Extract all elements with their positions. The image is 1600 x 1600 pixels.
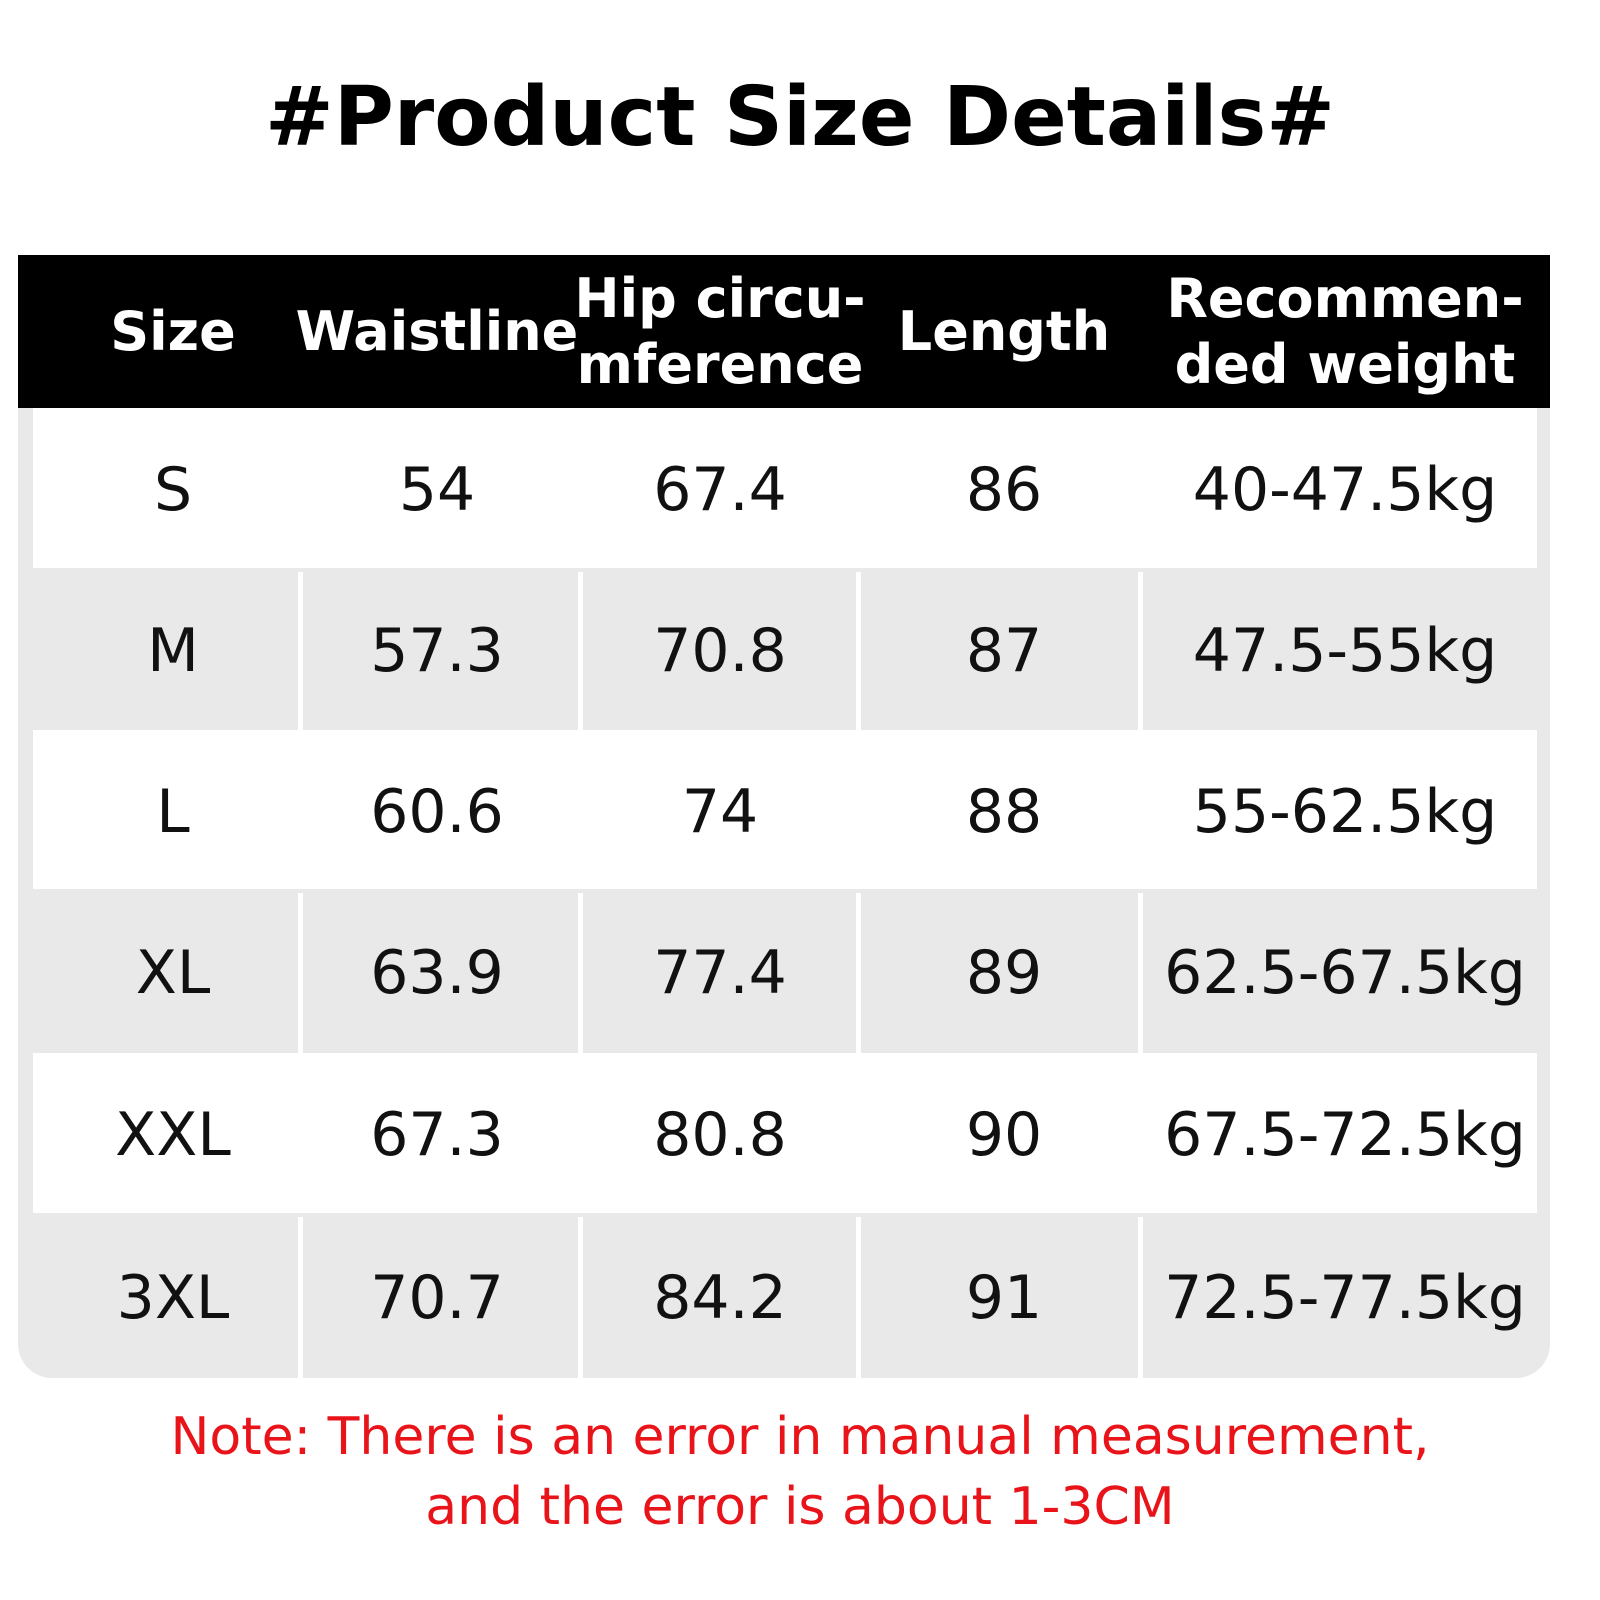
column-separator xyxy=(1138,572,1143,730)
table-cell: 80.8 xyxy=(653,1100,787,1170)
header-line: Waistline xyxy=(295,299,579,363)
column-separator xyxy=(298,893,303,1053)
table-cell: 88 xyxy=(965,776,1043,847)
header-line: ded weight xyxy=(1174,332,1516,396)
column-separator xyxy=(1138,893,1143,1053)
table-cell: 67.3 xyxy=(370,1100,504,1170)
size-table: Size Waistline Hip circu-mference Length Rec… xyxy=(18,255,1550,1378)
table-cell: 84.2 xyxy=(653,1262,787,1333)
column-separator xyxy=(856,893,861,1053)
table-cell: S xyxy=(153,455,193,525)
table-cell: 67.5-72.5kg xyxy=(1164,1100,1526,1170)
table-cell: 74 xyxy=(681,776,759,847)
table-cell: 77.4 xyxy=(653,938,787,1008)
table-cell: 87 xyxy=(965,616,1043,686)
table-cell: L xyxy=(156,776,190,847)
table-cell: 40-47.5kg xyxy=(1192,455,1498,525)
header-cell: Recommen-ded weight xyxy=(1135,255,1550,408)
header-cell: Size xyxy=(23,255,323,408)
header-line: Recommen- xyxy=(1166,266,1524,330)
note-line: Note: There is an error in manual measur… xyxy=(170,1407,1430,1467)
column-separator xyxy=(298,1217,303,1378)
title: #Product Size Details# xyxy=(264,70,1335,165)
column-separator xyxy=(1138,1217,1143,1378)
table-cell: 89 xyxy=(965,938,1043,1008)
header-cell: Hip circu-mference xyxy=(570,255,870,408)
table-cell: 55-62.5kg xyxy=(1192,776,1498,847)
column-separator xyxy=(578,572,583,730)
header-line: mference xyxy=(576,332,864,396)
note-line: and the error is about 1-3CM xyxy=(425,1477,1175,1537)
table-cell: 67.4 xyxy=(653,455,787,525)
table-cell: 60.6 xyxy=(370,776,504,847)
table-cell: 54 xyxy=(398,455,476,525)
table-cell: 72.5-77.5kg xyxy=(1164,1262,1526,1333)
header-cell: Waistline xyxy=(287,255,587,408)
column-separator xyxy=(578,893,583,1053)
table-cell: 3XL xyxy=(116,1262,230,1333)
column-separator xyxy=(578,1217,583,1378)
table-cell: 57.3 xyxy=(370,616,504,686)
table-cell: 47.5-55kg xyxy=(1192,616,1498,686)
note: Note: There is an error in manual measur… xyxy=(0,1402,1600,1542)
column-separator xyxy=(298,572,303,730)
table-header: Size Waistline Hip circu-mference Length Rec… xyxy=(18,255,1550,408)
header-line: Length xyxy=(897,299,1111,363)
table-cell: XL xyxy=(135,938,211,1008)
table-cell: 70.8 xyxy=(653,616,787,686)
table-cell: 91 xyxy=(965,1262,1043,1333)
row-background xyxy=(33,1053,1537,1213)
header-line: Hip circu- xyxy=(574,266,866,330)
header-line: Size xyxy=(110,299,236,363)
table-cell: 62.5-67.5kg xyxy=(1164,938,1526,1008)
table-cell: 70.7 xyxy=(370,1262,504,1333)
column-separator xyxy=(856,572,861,730)
row-background xyxy=(33,408,1537,568)
header-cell: Length xyxy=(854,255,1154,408)
table-cell: 63.9 xyxy=(370,938,504,1008)
column-separator xyxy=(856,1217,861,1378)
row-background xyxy=(33,730,1537,889)
table-cell: 86 xyxy=(965,455,1043,525)
table-cell: M xyxy=(147,616,199,686)
table-cell: XXL xyxy=(115,1100,231,1170)
table-cell: 90 xyxy=(965,1100,1043,1170)
